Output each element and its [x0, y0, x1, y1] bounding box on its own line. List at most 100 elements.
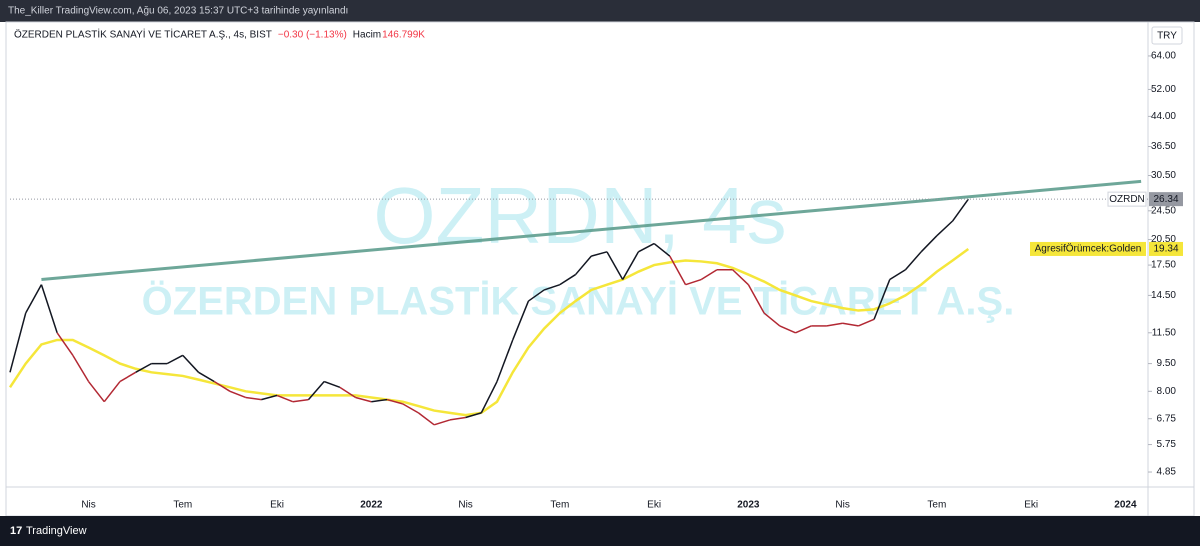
indicator-value-label: 19.34: [1153, 244, 1178, 255]
price-segment: [40, 284, 58, 334]
x-tick-label: Tem: [927, 500, 946, 511]
footer-bar: [0, 516, 1200, 546]
indicator-value-tag: [1149, 241, 1183, 256]
x-tick-label: Tem: [173, 500, 192, 511]
price-segment: [527, 289, 545, 302]
price-segment: [103, 381, 121, 403]
y-tick-label: 20.50: [1151, 234, 1176, 245]
y-tick-label: 14.50: [1151, 290, 1176, 301]
price-segment: [732, 269, 749, 286]
price-segment: [276, 394, 294, 403]
y-tick-label: 52.00: [1151, 84, 1176, 95]
price-segment: [307, 381, 325, 401]
price-segment: [182, 354, 200, 373]
price-segment: [889, 269, 906, 281]
price-segment: [292, 398, 309, 403]
price-segment: [213, 380, 231, 392]
y-tick-label: 9.50: [1157, 358, 1177, 369]
price-segment: [56, 332, 74, 356]
price-segment: [747, 284, 765, 314]
watermark-symbol: OZRDN, 4s: [373, 171, 786, 260]
price-segment: [951, 198, 969, 222]
price-segment: [449, 416, 466, 421]
x-tick-label: Nis: [81, 500, 95, 511]
price-segment: [229, 390, 246, 399]
price-segment: [433, 419, 451, 426]
price-segment: [638, 242, 655, 253]
price-segment: [606, 251, 624, 280]
price-segment: [653, 242, 671, 257]
price-segment: [245, 396, 262, 401]
header-bar: [0, 0, 1200, 22]
price-segment: [25, 284, 43, 314]
price-segment: [622, 251, 640, 280]
price-segment: [795, 325, 812, 334]
footer-logo: 17: [10, 525, 22, 537]
x-tick-label: 2022: [360, 500, 383, 511]
price-segment: [512, 300, 530, 341]
price-segment: [166, 354, 184, 365]
price-segment: [465, 412, 482, 419]
price-segment: [371, 398, 388, 403]
y-tick-label: 11.50: [1152, 327, 1177, 338]
indicator-tag: [1030, 241, 1146, 256]
y-tick-label: 4.85: [1157, 467, 1177, 478]
currency[interactable]: TRY: [1157, 31, 1177, 42]
ma-line: [8, 247, 970, 417]
header-text: The_Killer TradingView.com, Ağu 06, 2023…: [8, 6, 348, 17]
y-tick-label: 30.50: [1151, 170, 1176, 181]
x-tick-label: 2023: [737, 500, 760, 511]
price-segment: [72, 354, 90, 382]
y-tick-label: 36.50: [1151, 141, 1176, 152]
price-segment: [936, 220, 954, 237]
price-tag: [1149, 192, 1183, 207]
x-tick-label: 2024: [1114, 500, 1137, 511]
price-segment: [826, 322, 843, 327]
price-segment: [779, 325, 796, 334]
price-segment: [355, 396, 372, 403]
trendline-line: [41, 179, 1142, 282]
change: −0.30 (−1.13%): [278, 30, 347, 41]
x-tick-label: Nis: [835, 500, 849, 511]
symbol-tag-label: OZRDN: [1109, 194, 1145, 205]
volume-label: Hacim: [353, 30, 381, 41]
price-segment: [418, 412, 435, 426]
chart-title: ÖZERDEN PLASTİK SANAYİ VE TİCARET A.Ş., …: [14, 28, 272, 41]
symbol-tag: [1107, 191, 1147, 207]
y-tick-label: 5.75: [1157, 439, 1177, 450]
price-segment: [135, 362, 152, 373]
price-segment: [386, 398, 403, 405]
price-segment: [559, 273, 576, 286]
watermark-name: ÖZERDEN PLASTİK SANAYİ VE TİCARET A.Ş.: [142, 279, 1015, 324]
price-segment: [763, 312, 781, 327]
price-segment: [480, 381, 498, 414]
price-segment: [198, 371, 215, 383]
x-tick-label: Eki: [270, 500, 284, 511]
y-tick-label: 44.00: [1151, 111, 1176, 122]
price-segment: [920, 235, 938, 253]
price-segment: [700, 269, 718, 281]
price-segment: [904, 251, 922, 271]
x-tick-label: Eki: [1024, 500, 1038, 511]
y-tick-label: 6.75: [1157, 413, 1177, 424]
y-tick-label: 64.00: [1151, 51, 1176, 62]
price-segment: [842, 322, 859, 327]
y-tick-label: 17.50: [1151, 260, 1176, 271]
price-segment: [119, 371, 137, 383]
price-segment: [339, 386, 357, 399]
indicator-tag-label: AgresifÖrümcek:Golden: [1035, 243, 1142, 255]
price-segment: [261, 394, 278, 401]
y-tick-label: 24.50: [1151, 205, 1176, 216]
price-segment: [873, 279, 891, 320]
price-segment: [591, 251, 608, 257]
price-segment: [402, 403, 419, 414]
price-segment: [685, 278, 702, 286]
footer-brand: TradingView: [26, 525, 87, 537]
currency-box[interactable]: [1151, 26, 1183, 45]
x-tick-label: Eki: [647, 500, 661, 511]
price-tag-label: 26.34: [1153, 194, 1178, 205]
x-tick-label: Nis: [458, 500, 472, 511]
volume-value: 146.799K: [382, 30, 425, 41]
